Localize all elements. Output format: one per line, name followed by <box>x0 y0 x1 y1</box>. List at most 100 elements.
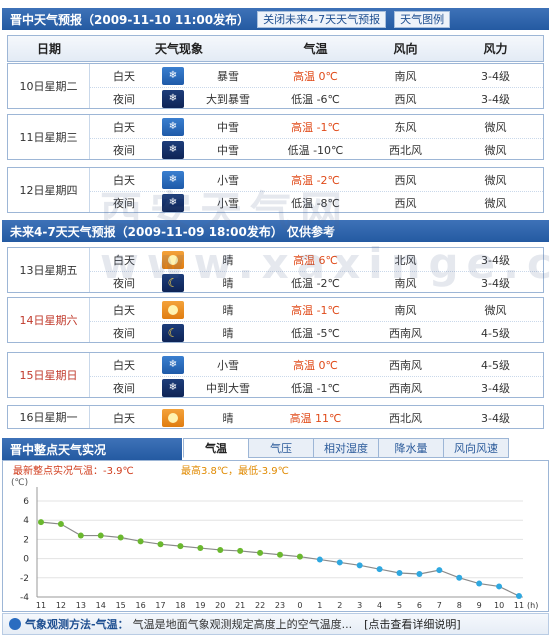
observation-footer: 气象观测方法-气温： 气温是地面气象观测规定高度上的空气温度... [点击查看详… <box>2 613 549 635</box>
temperature-chart: 最新整点实况气温：-3.9℃ 最高3.8℃，最低-3.9℃(℃)6420-2-41… <box>11 464 538 610</box>
x-tick-label: 15 <box>116 601 126 610</box>
phenomenon: 晴 <box>222 326 234 340</box>
period-row: 夜间 ☾ 晴 低温 -2℃ 南风 3-4级 <box>90 271 543 293</box>
y-tick-label: 0 <box>23 555 29 565</box>
phenomenon: 小雪 <box>217 196 239 210</box>
temperature: 低温 -6℃ <box>291 92 340 106</box>
temperature-point <box>257 549 264 556</box>
wind-direction: 西北风 <box>389 412 422 425</box>
tab-temperature[interactable]: 气温 <box>183 438 249 458</box>
period-row: 夜间 ❄ 中雪 低温 -10℃ 西北风 微风 <box>90 138 543 160</box>
temperature-point <box>416 570 423 577</box>
x-tick-label: 23 <box>275 601 285 610</box>
phenomenon: 晴 <box>222 304 234 317</box>
temperature-point <box>57 521 64 528</box>
phenomenon: 暴雪 <box>217 70 239 83</box>
wind-force: 微风 <box>484 174 507 187</box>
period-label: 夜间 <box>113 196 135 210</box>
snow-icon: ❄ <box>162 356 184 374</box>
period-label: 白天 <box>113 304 135 317</box>
period-row: 夜间 ❄ 小雪 低温 -8℃ 西风 微风 <box>90 191 543 213</box>
period-row: 白天 ❄ 小雪 高温 -2℃ 西风 微风 <box>90 169 543 191</box>
tab-pressure[interactable]: 气压 <box>248 438 314 458</box>
forecast-column-header: 日期 天气现象 气温 风向 风力 <box>7 35 544 62</box>
period-label: 白天 <box>113 412 135 425</box>
tab-precipitation[interactable]: 降水量 <box>378 438 444 458</box>
tab-wind[interactable]: 风向风速 <box>443 438 509 458</box>
col-wind-dir: 风向 <box>393 42 418 56</box>
x-tick-label: 11 <box>36 601 46 610</box>
weather-legend-button[interactable]: 天气图例 <box>394 10 451 28</box>
period-label: 白天 <box>113 121 135 134</box>
snow-night-icon: ❄ <box>162 140 184 159</box>
period-label: 夜间 <box>113 276 135 290</box>
forecast-day: 12日星期四 白天 ❄ 小雪 高温 -2℃ 西风 微风 夜间 ❄ 小雪 低温 -8℃ 西风 微风 <box>7 167 544 213</box>
x-tick-label: 5 <box>397 601 402 610</box>
period-label: 白天 <box>113 70 135 83</box>
wind-direction: 西南风 <box>389 381 422 395</box>
wind-direction: 南风 <box>394 70 417 83</box>
period-label: 夜间 <box>113 326 135 340</box>
period-row: 夜间 ☾ 晴 低温 -5℃ 西南风 4-5级 <box>90 321 543 343</box>
period-label: 白天 <box>113 359 135 372</box>
snow-icon: ❄ <box>162 118 184 136</box>
tab-humidity[interactable]: 相对湿度 <box>313 438 379 458</box>
wind-direction: 西北风 <box>389 143 422 157</box>
wind-force: 4-5级 <box>481 359 510 372</box>
period-label: 夜间 <box>113 92 135 106</box>
temperature-point <box>197 545 204 552</box>
day-name: 13日星期五 <box>8 248 90 292</box>
snow-icon: ❄ <box>162 171 184 189</box>
y-tick-label: 4 <box>23 516 29 526</box>
day-name: 16日星期一 <box>8 406 90 428</box>
x-tick-label: 12 <box>56 601 66 610</box>
period-row: 夜间 ❄ 中到大雪 低温 -1℃ 西南风 3-4级 <box>90 376 543 398</box>
temperature: 低温 -8℃ <box>291 196 340 210</box>
footer-text: 气温是地面气象观测规定高度上的空气温度... <box>132 618 353 631</box>
period-row: 白天 晴 高温 6℃ 北风 3-4级 <box>90 249 543 271</box>
wind-direction: 西风 <box>394 174 417 187</box>
wind-force: 微风 <box>484 304 507 317</box>
temperature-point <box>237 547 244 554</box>
temperature: 高温 -2℃ <box>291 174 340 187</box>
day-name: 15日星期日 <box>8 353 90 397</box>
wind-direction: 北风 <box>394 254 417 267</box>
phenomenon: 晴 <box>222 276 234 290</box>
day-name: 10日星期二 <box>8 64 90 108</box>
temp-range-text: 最高3.8℃，最低-3.9℃ <box>181 464 289 477</box>
phenomenon: 小雪 <box>217 359 239 372</box>
period-row: 白天 ❄ 小雪 高温 0℃ 西南风 4-5级 <box>90 354 543 376</box>
wind-direction: 南风 <box>394 276 417 290</box>
wind-force: 4-5级 <box>481 326 510 340</box>
x-tick-label: 17 <box>155 601 165 610</box>
col-phenomenon: 天气现象 <box>154 42 203 56</box>
x-tick-label: 21 <box>235 601 245 610</box>
moon-icon: ☾ <box>162 273 184 292</box>
wind-force: 3-4级 <box>481 254 510 267</box>
x-tick-label: 6 <box>417 601 422 610</box>
forecast-day: 15日星期日 白天 ❄ 小雪 高温 0℃ 西南风 4-5级 夜间 ❄ 中到大雪 低温 -1℃ 西南风 3… <box>7 352 544 398</box>
temperature: 高温 11℃ <box>289 412 342 425</box>
forecast-header: 晋中天气预报（2009-11-10 11:00发布） 关闭未来4-7天天气预报 … <box>2 8 549 30</box>
temperature-point <box>38 519 44 526</box>
day-name: 14日星期六 <box>8 298 90 342</box>
y-tick-label: -2 <box>20 574 29 584</box>
period-label: 夜间 <box>113 381 135 395</box>
wind-force: 微风 <box>484 143 507 157</box>
forecast-title: 晋中天气预报（2009-11-10 11:00发布） <box>10 12 250 27</box>
wind-force: 3-4级 <box>481 412 510 425</box>
temperature: 低温 -5℃ <box>291 326 340 340</box>
detail-link[interactable]: [点击查看详细说明] <box>364 618 461 631</box>
temperature-point <box>97 532 104 539</box>
forecast-day: 16日星期一 白天 晴 高温 11℃ 西北风 3-4级 <box>7 405 544 429</box>
temperature-point <box>277 551 283 558</box>
phenomenon: 晴 <box>222 254 234 267</box>
x-tick-label: 2 <box>337 601 342 610</box>
y-tick-label: -4 <box>20 593 29 603</box>
x-tick-label: 18 <box>175 601 185 610</box>
col-temp: 气温 <box>303 42 328 56</box>
temperature-point <box>137 538 144 545</box>
close-extended-forecast-button[interactable]: 关闭未来4-7天天气预报 <box>257 10 387 28</box>
temperature-point <box>117 534 124 541</box>
y-tick-label: 2 <box>23 535 29 545</box>
